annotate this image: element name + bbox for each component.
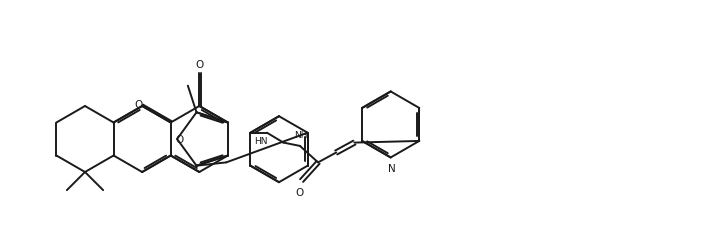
Text: N: N <box>388 164 395 174</box>
Text: NH: NH <box>294 130 308 139</box>
Text: O: O <box>135 100 143 109</box>
Text: O: O <box>195 60 203 70</box>
Text: HN: HN <box>254 136 268 146</box>
Text: O: O <box>175 134 183 144</box>
Text: O: O <box>295 187 303 197</box>
